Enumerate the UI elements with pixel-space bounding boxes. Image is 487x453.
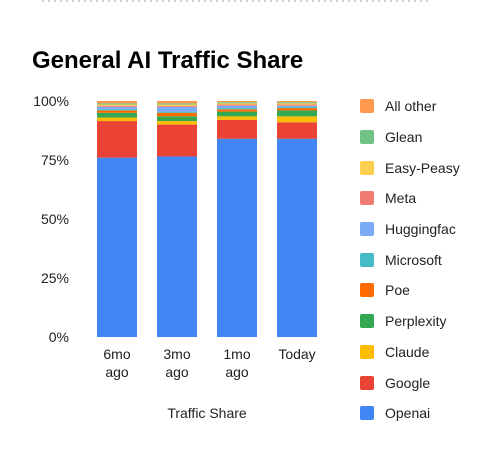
legend-swatch [360,160,374,175]
top-divider [40,0,430,2]
legend-label: All other [385,98,437,115]
legend-item: Perplexity [360,306,460,337]
legend-item: Google [360,367,460,398]
legend-swatch [360,344,374,359]
bar-segment [217,116,257,120]
bar-segment [277,104,317,106]
bar-segment [97,104,137,106]
bar-segment [217,101,257,103]
legend-swatch [360,130,374,145]
legend-label: Poe [385,282,410,299]
y-tick-label: 100% [33,93,69,109]
bar-segment [97,117,137,122]
legend-swatch [360,252,374,267]
bar-segment [157,116,197,122]
bar-segment [97,109,137,111]
bar-segment [157,106,197,112]
legend-swatch [360,99,374,114]
bar-segment [157,124,197,157]
legend-label: Google [385,374,431,391]
bar-segment [217,102,257,104]
bar-segment [277,102,317,104]
legend-item: Easy-Peasy [360,152,460,183]
bar-segment [217,138,257,337]
bar-segment [277,101,317,103]
bar-segment [277,103,317,105]
legend-swatch [360,406,374,421]
legend-label: Easy-Peasy [385,159,460,176]
x-tick-label: 3mo ago [163,346,190,380]
legend-item: Openai [360,398,460,429]
legend-swatch [360,375,374,390]
bar-segment [97,103,137,105]
bar-segment [217,108,257,110]
bar-segment [157,101,197,104]
bar-segment [157,104,197,106]
legend-label: Microsoft [385,251,442,268]
legend-swatch [360,283,374,298]
legend-label: Glean [385,129,423,146]
y-tick-label: 0% [49,329,69,345]
legend-label: Huggingfac [385,221,456,238]
legend-swatch [360,222,374,237]
bar-segment [157,112,197,117]
legend-item: Meta [360,183,460,214]
y-tick-label: 75% [41,152,69,168]
y-tick-label: 25% [41,270,69,286]
bar-segment [277,116,317,123]
legend-label: Meta [385,190,417,207]
legend-label: Perplexity [385,313,447,330]
bar-segment [97,110,137,113]
bar-segment [97,101,137,104]
bar-segment [157,103,197,105]
bar-segment [277,110,317,117]
legend-item: Claude [360,337,460,368]
bar-segment [217,111,257,117]
bar-segment [157,121,197,125]
legend-label: Openai [385,405,431,422]
x-tick-label: 1mo ago [223,346,250,380]
y-tick-label: 50% [41,211,69,227]
bar-segment [217,119,257,139]
bar-segment [217,105,257,109]
bar-segment [97,105,137,107]
bar-segment [277,105,317,107]
bar-segment [97,121,137,158]
legend-item: Poe [360,275,460,306]
x-tick-label: 6mo ago [103,346,130,380]
bar-segment [217,109,257,112]
bar-segment [97,106,137,110]
bar-segment [277,122,317,139]
bar-segment [97,157,137,337]
bar-segment [217,104,257,106]
chart-title: General AI Traffic Share [32,47,304,74]
bar-segment [157,105,197,107]
bar-segment [277,138,317,337]
legend-item: Huggingfac [360,214,460,245]
bar-segment [157,156,197,337]
bar-segment [277,106,317,109]
legend-swatch [360,314,374,329]
x-axis-label: Traffic Share [167,405,247,421]
chart-legend: All other Glean Easy-Peasy Meta Huggingfac Mi… [360,91,460,429]
legend-item: Microsoft [360,244,460,275]
legend-item: Glean [360,122,460,153]
x-tick-label: Today [278,346,315,362]
legend-item: All other [360,91,460,122]
bar-segment [157,111,197,113]
bar-segment [97,112,137,118]
legend-label: Claude [385,343,430,360]
legend-swatch [360,191,374,206]
bar-segment [277,108,317,111]
bar-segment [217,103,257,105]
